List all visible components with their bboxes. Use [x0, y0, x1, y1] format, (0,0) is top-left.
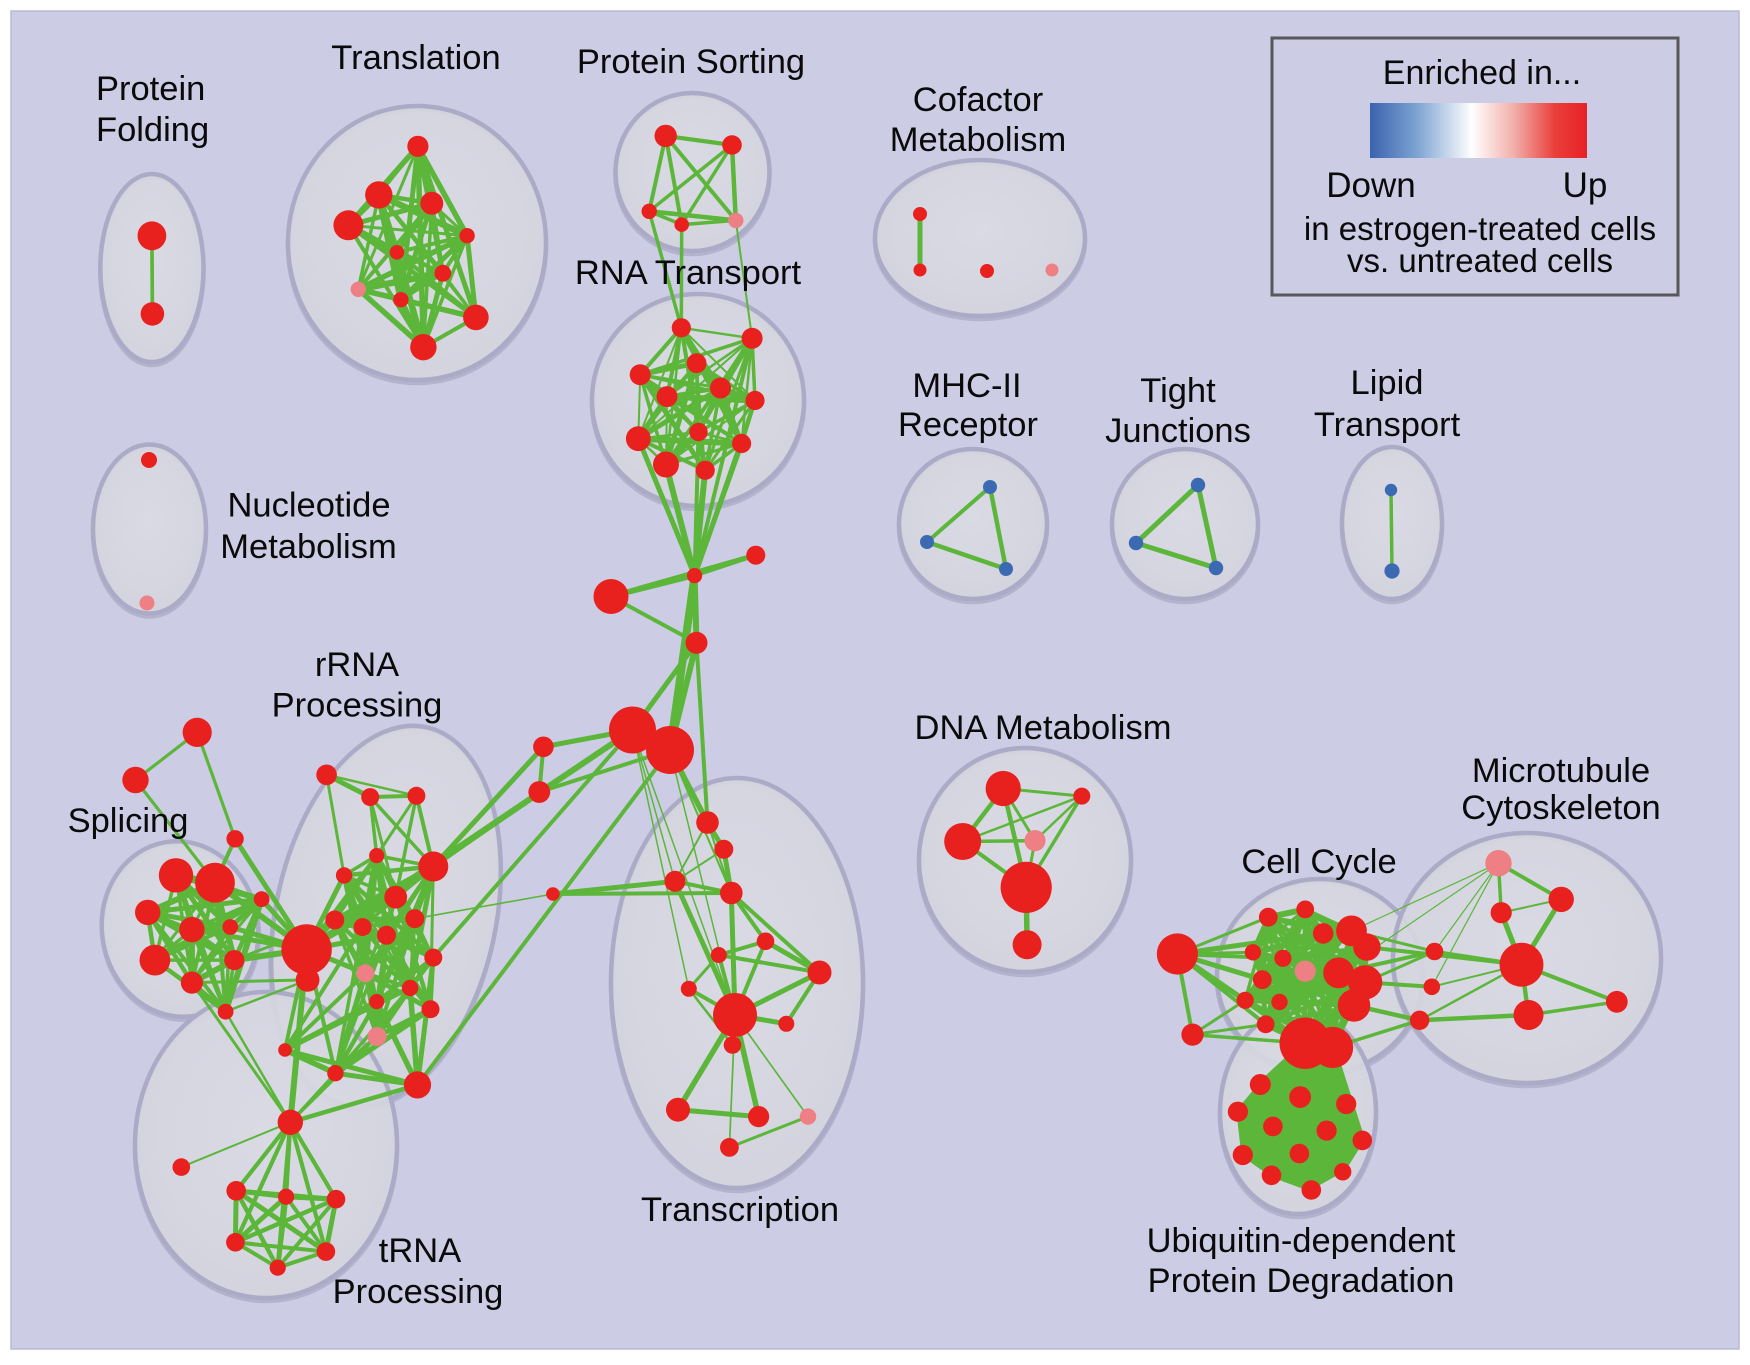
svg-text:Protein Sorting: Protein Sorting — [577, 43, 805, 81]
svg-text:Folding: Folding — [96, 111, 209, 149]
svg-text:Translation: Translation — [331, 39, 500, 77]
svg-text:Up: Up — [1563, 166, 1608, 205]
svg-text:Protein Degradation: Protein Degradation — [1148, 1262, 1455, 1300]
svg-text:DNA Metabolism: DNA Metabolism — [915, 709, 1172, 747]
svg-text:Cytoskeleton: Cytoskeleton — [1461, 789, 1660, 827]
svg-text:Nucleotide: Nucleotide — [227, 487, 390, 525]
svg-text:Down: Down — [1326, 166, 1415, 205]
svg-text:Receptor: Receptor — [898, 406, 1038, 444]
svg-text:Microtubule: Microtubule — [1472, 752, 1650, 790]
svg-text:vs. untreated cells: vs. untreated cells — [1347, 242, 1613, 279]
svg-text:Tight: Tight — [1140, 372, 1216, 410]
svg-text:tRNA: tRNA — [379, 1232, 461, 1270]
svg-text:Metabolism: Metabolism — [890, 121, 1066, 159]
svg-text:Processing: Processing — [272, 687, 443, 725]
svg-text:Lipid: Lipid — [1351, 364, 1424, 402]
svg-text:Junctions: Junctions — [1105, 412, 1251, 450]
svg-text:Metabolism: Metabolism — [220, 528, 396, 566]
svg-text:RNA Transport: RNA Transport — [575, 254, 802, 292]
svg-text:Transport: Transport — [1314, 406, 1461, 444]
svg-text:rRNA: rRNA — [315, 646, 399, 684]
svg-text:Enriched in...: Enriched in... — [1383, 54, 1581, 92]
svg-text:Cell Cycle: Cell Cycle — [1241, 843, 1396, 881]
svg-text:Ubiquitin-dependent: Ubiquitin-dependent — [1147, 1222, 1456, 1260]
svg-text:Transcription: Transcription — [641, 1191, 839, 1229]
svg-text:Cofactor: Cofactor — [913, 81, 1043, 119]
svg-text:Protein: Protein — [96, 70, 205, 108]
svg-text:MHC-II: MHC-II — [912, 367, 1021, 405]
svg-text:Splicing: Splicing — [68, 802, 189, 840]
svg-text:Processing: Processing — [333, 1273, 504, 1311]
